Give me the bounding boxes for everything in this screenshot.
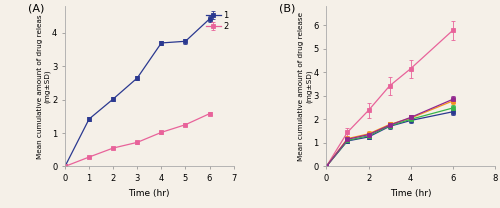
Text: (A): (A) [28, 3, 44, 13]
Y-axis label: Mean cumulative amount of drug release
(mg±SD): Mean cumulative amount of drug release (… [298, 12, 312, 161]
X-axis label: Time (hr): Time (hr) [128, 189, 170, 198]
X-axis label: Time (hr): Time (hr) [390, 189, 432, 198]
Legend: 1, 2: 1, 2 [205, 10, 230, 32]
Y-axis label: Mean cumulative amount of drug releas
(mg±SD): Mean cumulative amount of drug releas (m… [37, 14, 51, 159]
Text: (B): (B) [279, 3, 295, 13]
